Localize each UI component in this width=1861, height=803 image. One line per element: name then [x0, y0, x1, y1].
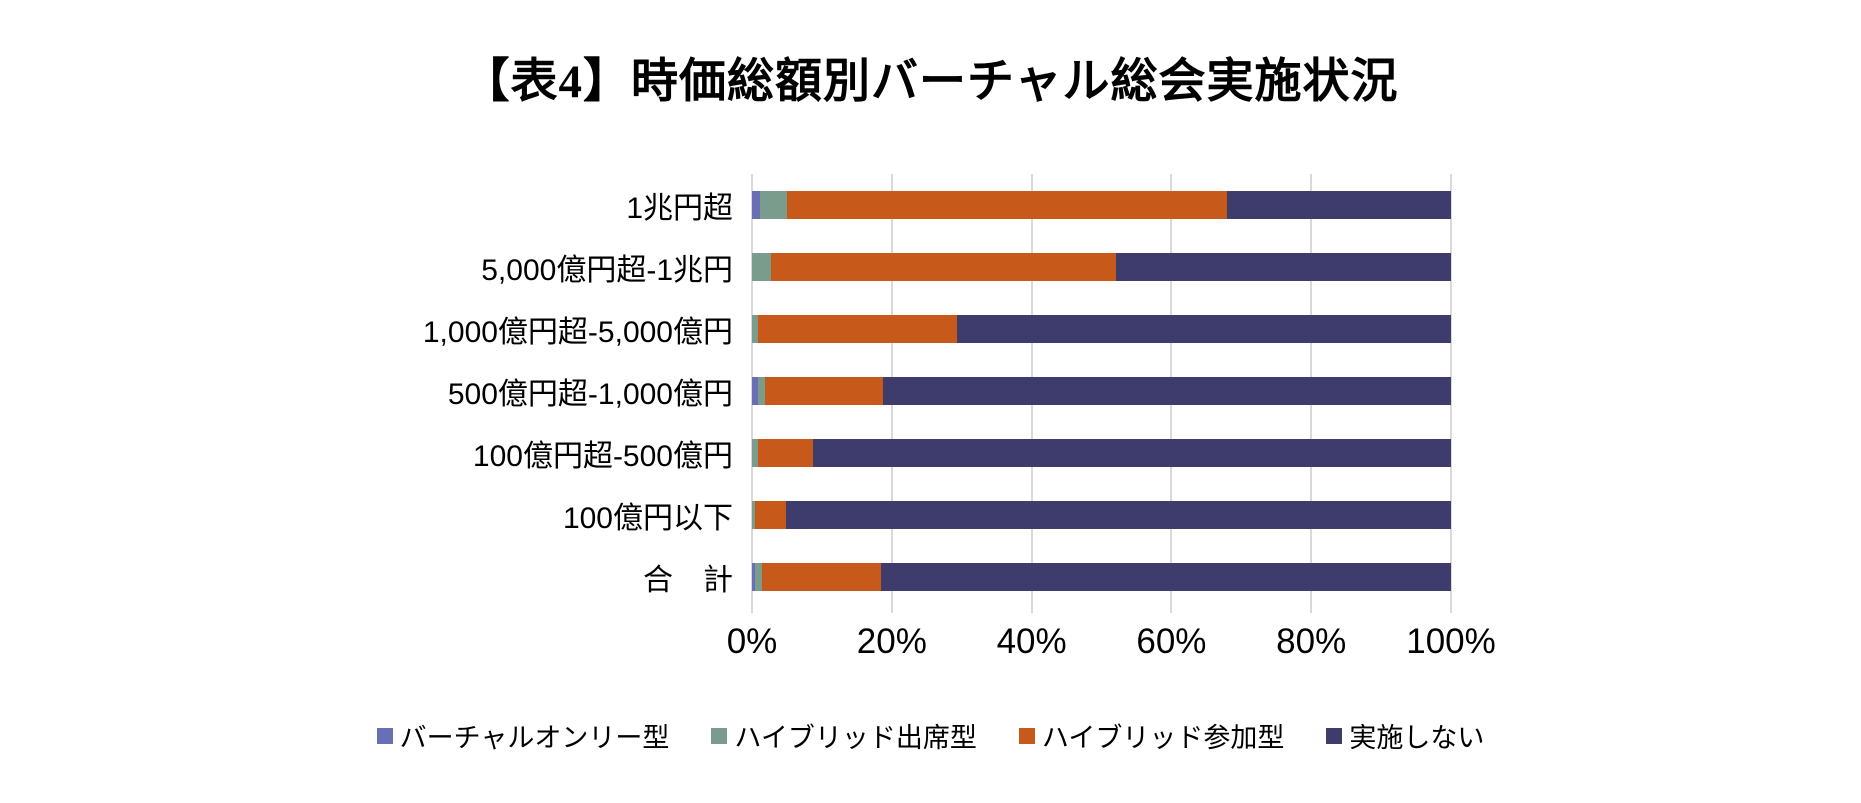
bar-segment-バーチャルオンリー型 [752, 377, 758, 405]
bar-row [752, 422, 1451, 484]
legend-label: ハイブリッド出席型 [734, 723, 977, 753]
bar-track [752, 315, 1451, 343]
bar-segment-バーチャルオンリー型 [752, 563, 756, 591]
category-label: 1,000億円超-5,000億円 [422, 316, 733, 349]
bar-track [752, 191, 1451, 219]
bar-segment-実施しない [812, 439, 1451, 467]
bar-segment-バーチャルオンリー型 [752, 191, 761, 219]
legend-swatch-icon [1018, 727, 1035, 744]
bar-row [752, 236, 1451, 298]
bar-segment-実施しない [786, 501, 1451, 529]
legend-swatch-icon [1326, 727, 1343, 744]
category-label: 5,000億円超-1兆円 [481, 254, 733, 287]
bar-track [752, 377, 1451, 405]
plot-area [751, 174, 1452, 613]
legend-label: ハイブリッド参加型 [1041, 723, 1285, 753]
bar-segment-ハイブリッド出席型 [752, 315, 758, 343]
bar-track [752, 253, 1451, 281]
legend-item: 実施しない [1326, 716, 1484, 755]
bar-segment-実施しない [1116, 253, 1451, 281]
category-axis: 1兆円超 5,000億円超-1兆円 1,000億円超-5,000億円 500億円超-1… [0, 174, 733, 608]
bar-row [752, 546, 1451, 608]
bar-segment-実施しない [957, 315, 1451, 343]
x-axis-label: 40% [996, 622, 1067, 661]
bar-segment-ハイブリッド参加型 [770, 253, 1117, 281]
category-label: 合 計 [643, 564, 733, 597]
bar-segment-ハイブリッド参加型 [762, 563, 881, 591]
legend: バーチャルオンリー型 ハイブリッド出席型 ハイブリッド参加型 実施しない [0, 716, 1861, 755]
x-axis-label: 100% [1406, 622, 1496, 661]
bar-segment-ハイブリッド参加型 [786, 191, 1228, 219]
bar-segment-実施しない [882, 377, 1451, 405]
bar-segment-実施しない [1227, 191, 1451, 219]
x-axis-label: 20% [856, 622, 927, 661]
x-axis: 0% 20% 40% 60% 80% 100% [727, 622, 1496, 670]
bar-rows [752, 174, 1451, 608]
x-axis-label: 60% [1136, 622, 1207, 661]
bar-row [752, 298, 1451, 360]
bar-segment-ハイブリッド参加型 [764, 377, 883, 405]
category-label: 100億円以下 [562, 502, 733, 535]
bar-row [752, 174, 1451, 236]
category-label: 100億円超-500億円 [472, 440, 733, 473]
bar-row [752, 484, 1451, 546]
bar-segment-ハイブリッド出席型 [757, 377, 765, 405]
legend-item: ハイブリッド出席型 [711, 716, 977, 755]
legend-label: 実施しない [1349, 723, 1485, 753]
bar-segment-ハイブリッド出席型 [752, 439, 758, 467]
legend-label: バーチャルオンリー型 [399, 723, 670, 753]
bar-segment-ハイブリッド出席型 [755, 563, 763, 591]
bar-segment-ハイブリッド参加型 [757, 315, 958, 343]
bar-segment-実施しない [880, 563, 1451, 591]
category-label: 500億円超-1,000億円 [447, 378, 733, 411]
chart-title: 【表4】時価総額別バーチャル総会実施状況 [462, 56, 1399, 108]
bar-segment-ハイブリッド参加型 [757, 439, 813, 467]
gridline [1450, 174, 1452, 613]
bar-track [752, 501, 1451, 529]
bar-segment-ハイブリッド参加型 [755, 501, 787, 529]
bar-track [752, 563, 1451, 591]
category-label: 1兆円超 [626, 192, 733, 225]
x-axis-label: 0% [726, 622, 778, 661]
bar-row [752, 360, 1451, 422]
legend-item: ハイブリッド参加型 [1018, 716, 1285, 755]
bar-track [752, 439, 1451, 467]
x-axis-label: 80% [1276, 622, 1347, 661]
legend-swatch-icon [711, 727, 728, 744]
bar-segment-ハイブリッド出席型 [760, 191, 787, 219]
bar-segment-ハイブリッド出席型 [752, 253, 771, 281]
legend-swatch-icon [376, 727, 393, 744]
legend-item: バーチャルオンリー型 [376, 716, 670, 755]
bar-segment-ハイブリッド出席型 [752, 501, 756, 529]
